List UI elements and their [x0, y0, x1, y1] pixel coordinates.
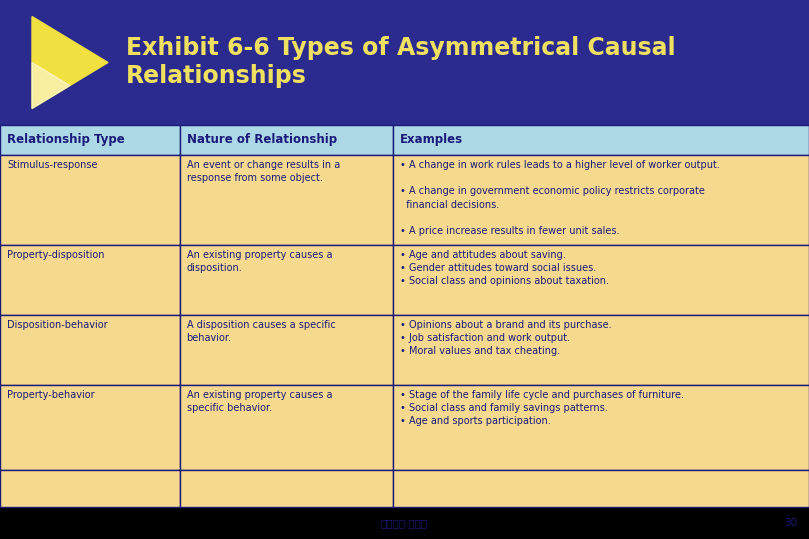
Text: Relationships: Relationships — [126, 65, 307, 88]
Text: An event or change results in a
response from some object.: An event or change results in a response… — [187, 160, 340, 183]
Text: An existing property causes a
disposition.: An existing property causes a dispositio… — [187, 250, 332, 273]
Text: 30: 30 — [784, 518, 797, 528]
Text: • A change in work rules leads to a higher level of worker output.

• A change i: • A change in work rules leads to a high… — [400, 160, 720, 236]
Text: Nature of Relationship: Nature of Relationship — [187, 134, 337, 147]
Bar — [0, 245, 180, 315]
Text: Property-behavior: Property-behavior — [7, 390, 95, 400]
Bar — [180, 385, 393, 470]
Bar — [393, 385, 809, 470]
Bar — [180, 470, 393, 507]
Text: Exhibit 6-6 Types of Asymmetrical Causal: Exhibit 6-6 Types of Asymmetrical Causal — [126, 37, 676, 60]
Bar — [393, 245, 809, 315]
Text: 中山大學·銅德強: 中山大學·銅德強 — [381, 518, 428, 528]
Bar — [0, 470, 180, 507]
Bar — [180, 155, 393, 245]
Bar — [393, 125, 809, 155]
Text: Examples: Examples — [400, 134, 464, 147]
Bar — [0, 507, 809, 539]
Text: • Opinions about a brand and its purchase.
• Job satisfaction and work output.
•: • Opinions about a brand and its purchas… — [400, 320, 612, 356]
Text: A disposition causes a specific
behavior.: A disposition causes a specific behavior… — [187, 320, 336, 343]
Bar — [0, 385, 180, 470]
Text: Stimulus-response: Stimulus-response — [7, 160, 98, 170]
Bar — [180, 315, 393, 385]
Text: Relationship Type: Relationship Type — [7, 134, 125, 147]
Text: An existing property causes a
specific behavior.: An existing property causes a specific b… — [187, 390, 332, 413]
Bar — [393, 470, 809, 507]
Polygon shape — [32, 17, 108, 108]
Bar — [0, 315, 180, 385]
Bar — [0, 125, 180, 155]
Text: • Age and attitudes about saving.
• Gender attitudes toward social issues.
• Soc: • Age and attitudes about saving. • Gend… — [400, 250, 609, 286]
Bar — [393, 155, 809, 245]
Bar — [0, 155, 180, 245]
Bar — [0, 0, 809, 125]
Bar — [393, 315, 809, 385]
Text: Disposition-behavior: Disposition-behavior — [7, 320, 108, 330]
Polygon shape — [32, 63, 70, 108]
Text: Property-disposition: Property-disposition — [7, 250, 104, 260]
Bar — [180, 245, 393, 315]
Bar — [180, 125, 393, 155]
Text: • Stage of the family life cycle and purchases of furniture.
• Social class and : • Stage of the family life cycle and pur… — [400, 390, 684, 426]
